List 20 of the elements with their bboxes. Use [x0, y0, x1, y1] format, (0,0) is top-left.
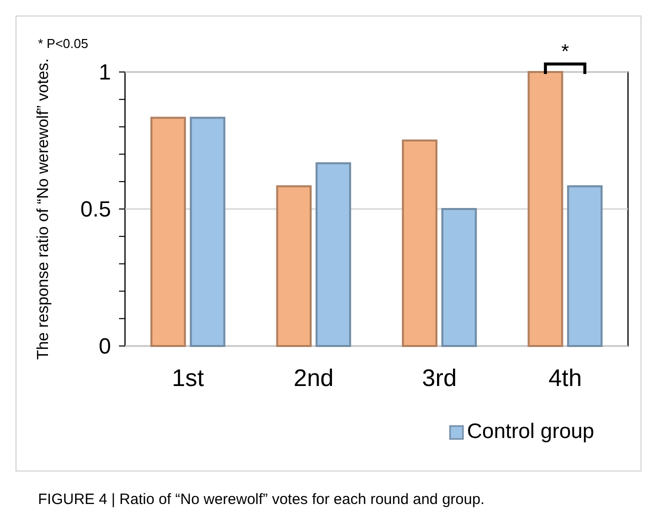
bar [316, 162, 352, 347]
y-axis-title: The response ratio of “No werewolf” votes. [35, 58, 52, 360]
bar [276, 185, 312, 347]
x-tick-label: 3rd [422, 365, 457, 392]
bar [190, 116, 226, 347]
y-tick-label: 1 [98, 60, 111, 85]
x-tick-label: 1st [172, 365, 204, 392]
legend-label: Control group [467, 420, 594, 443]
y-tick-label: 0 [98, 334, 111, 359]
y-tick-label: 0.5 [80, 196, 111, 222]
bar [528, 71, 564, 347]
text: * P<0.05 [38, 36, 88, 51]
bar [441, 208, 477, 347]
caption: FIGURE 4 | Ratio of “No werewolf” votes for each round and group. [38, 491, 485, 508]
bar [150, 116, 186, 347]
x-tick-label: 4th [548, 365, 582, 392]
bar [402, 140, 438, 347]
bar [567, 185, 603, 347]
annotation: * [561, 41, 570, 63]
x-tick-label: 2nd [294, 365, 334, 392]
